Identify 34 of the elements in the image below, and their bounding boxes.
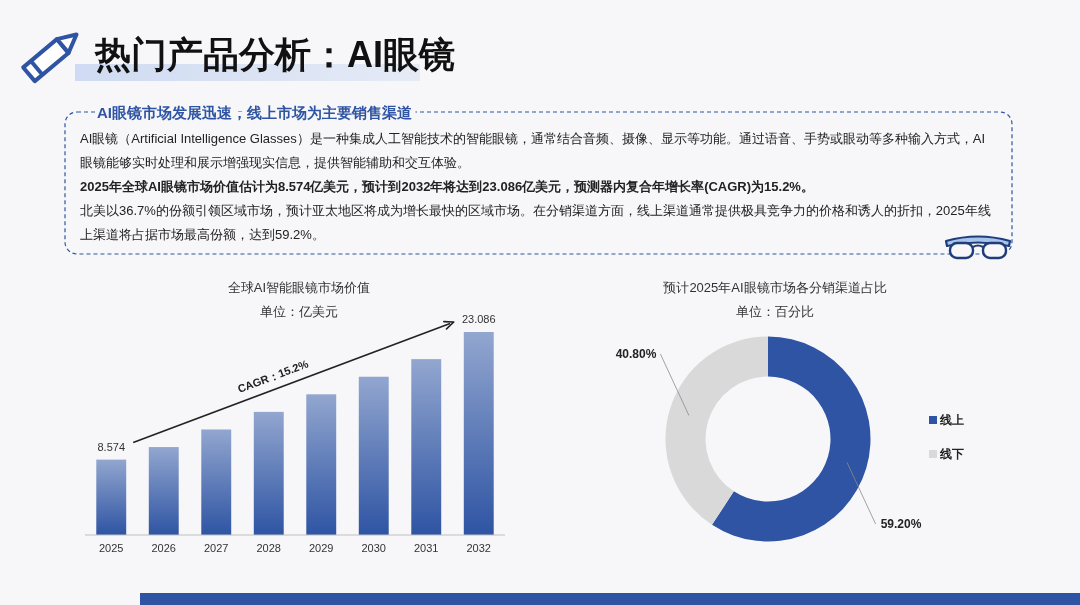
chart-title: 预计2025年AI眼镜市场各分销渠道占比 [663, 280, 887, 295]
text: 2025年全球AI眼镜市场价值估计为8.574亿美元，预计到2032年将达到23.086亿美元，预测器内复合年增长率(CAGR)为15.2%。 [80, 179, 814, 194]
data-label: 59.20% [880, 517, 922, 532]
donut-slice [712, 336, 871, 542]
text: AI眼镜（Artificial Intelligence Glasses）是一种集成人工智能技术的智能眼镜，通常结合音频、摄像、显示等功能。通过语音、手势或眼动等多种输入方式，AI眼镜能够实时处理和展示增强现实信息，提供智能辅助和交互体验。 [80, 131, 986, 170]
bar [201, 429, 232, 535]
x-tick-label: 2026 [151, 542, 176, 554]
legend-label: 线下 [939, 447, 964, 462]
x-tick-label: 2031 [414, 542, 439, 554]
x-tick-label: 2029 [309, 542, 334, 554]
bar [148, 447, 179, 535]
x-tick-label: 2030 [361, 542, 386, 554]
chart-subtitle: 单位：百分比 [736, 304, 814, 319]
x-tick-label: 2027 [204, 542, 229, 554]
chart-title: 全球AI智能眼镜市场价值 [227, 280, 371, 295]
legend-label: 线上 [939, 413, 964, 428]
x-tick-label: 2025 [99, 542, 124, 554]
chart-subtitle: 单位：亿美元 [260, 304, 338, 319]
bar [358, 376, 389, 535]
annotation: CAGR：15.2% [235, 357, 311, 395]
x-tick-label: 2032 [466, 542, 491, 554]
bar [411, 359, 442, 535]
bar [96, 459, 127, 535]
data-label: 8.574 [97, 440, 126, 453]
bar [306, 394, 337, 535]
data-label: 40.80% [615, 347, 657, 362]
data-label: 23.086 [461, 313, 496, 325]
bar [463, 332, 494, 535]
text: 北美以36.7%的份额引领区域市场，预计亚太地区将成为增长最快的区域市场。在分销渠道方面，线上渠道通常提供极具竞争力的价格和诱人的折扣，2025年线上渠道将占据市场最高份额，达到59.2%。 [80, 203, 991, 242]
donut-slice [665, 336, 768, 525]
text: AI眼镜市场发展迅速，线上市场为主要销售渠道 [97, 104, 413, 121]
bar [253, 411, 284, 535]
text: 热门产品分析：AI眼镜 [94, 34, 455, 75]
x-tick-label: 2028 [256, 542, 281, 554]
